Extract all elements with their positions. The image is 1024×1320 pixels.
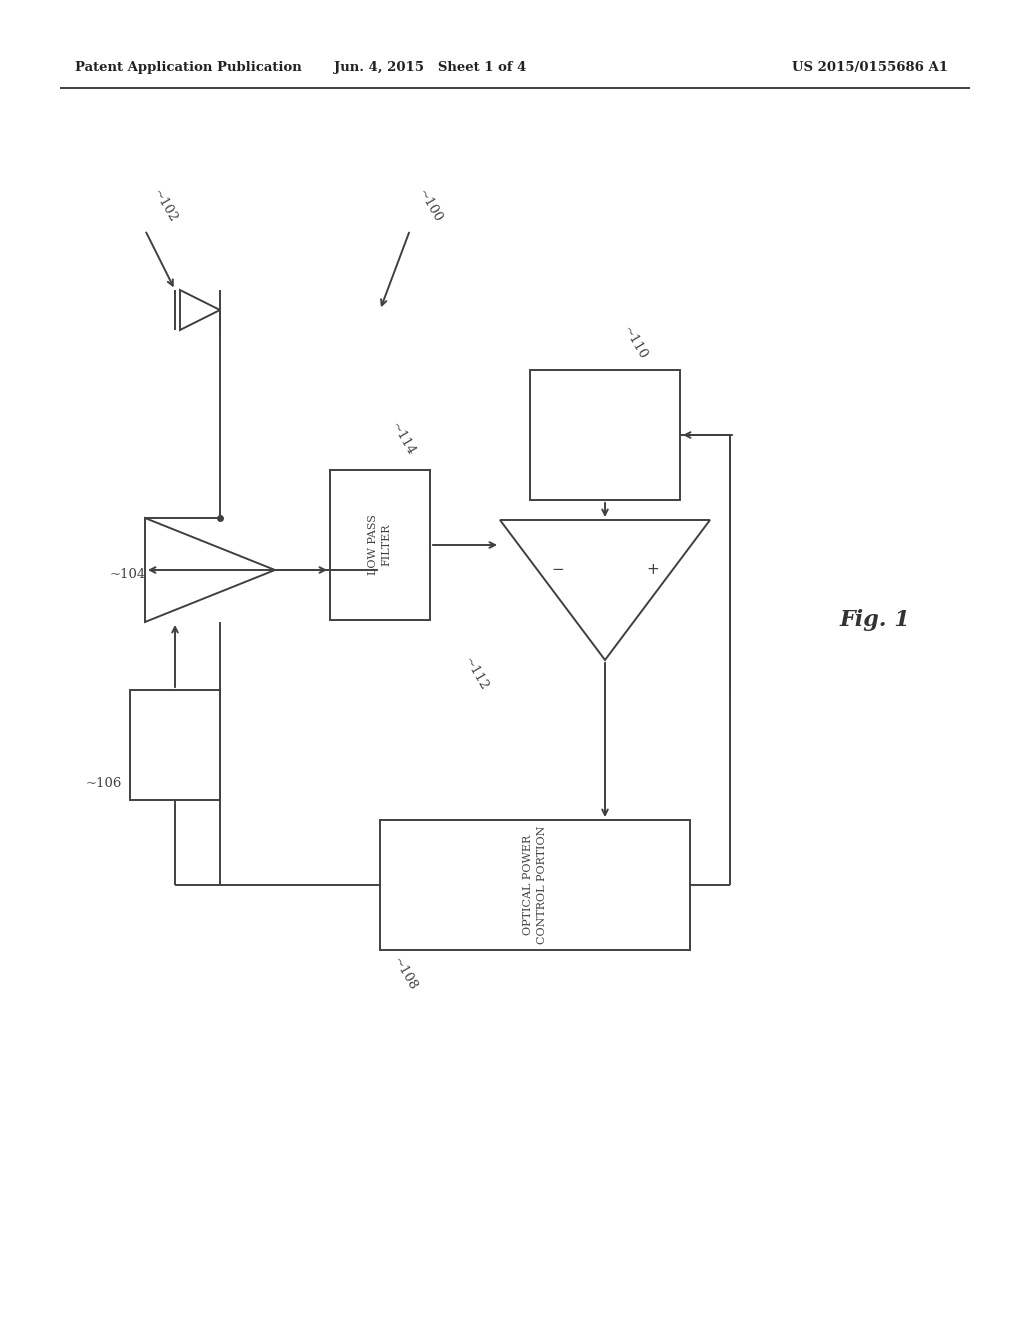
Text: ~112: ~112 — [461, 655, 490, 693]
Text: US 2015/0155686 A1: US 2015/0155686 A1 — [792, 62, 948, 74]
Bar — [130, 690, 220, 800]
Bar — [530, 370, 680, 500]
Text: Jun. 4, 2015   Sheet 1 of 4: Jun. 4, 2015 Sheet 1 of 4 — [334, 62, 526, 74]
Polygon shape — [145, 517, 275, 622]
Polygon shape — [180, 290, 220, 330]
Text: Patent Application Publication: Patent Application Publication — [75, 62, 302, 74]
Text: −: − — [551, 561, 564, 577]
Text: ~108: ~108 — [390, 954, 420, 993]
Text: ~102: ~102 — [150, 187, 179, 224]
Bar — [330, 470, 430, 620]
Text: ~110: ~110 — [620, 325, 649, 362]
Text: ~114: ~114 — [388, 420, 418, 458]
Text: ~100: ~100 — [415, 187, 444, 224]
Text: ~104: ~104 — [110, 569, 146, 582]
Text: LOW PASS
FILTER: LOW PASS FILTER — [369, 515, 391, 576]
Text: ~106: ~106 — [86, 777, 122, 789]
Text: Fig. 1: Fig. 1 — [840, 609, 910, 631]
Text: OPTICAL POWER
CONTROL PORTION: OPTICAL POWER CONTROL PORTION — [523, 826, 547, 944]
Text: +: + — [646, 561, 658, 577]
Polygon shape — [500, 520, 710, 660]
Bar — [380, 820, 690, 950]
